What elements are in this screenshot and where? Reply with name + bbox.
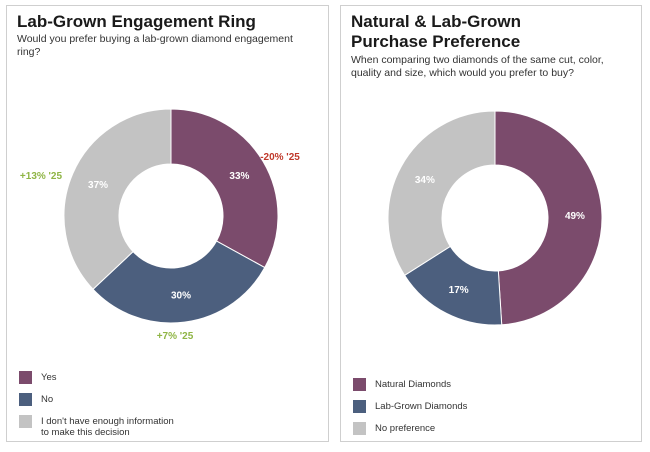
left-chart-title: Lab-Grown Engagement Ring: [17, 12, 256, 31]
left-donut-chart: 33% 30% 37% -20% '25 +7% '25 +13% '25: [20, 108, 300, 342]
legend-label-no-preference: No preference: [375, 423, 436, 434]
legend-label-not-enough-info: I don't have enough information to make …: [41, 416, 241, 438]
right-slice-label-2: 34%: [415, 175, 435, 186]
right-slice-label-0: 49%: [565, 211, 585, 222]
left-chart-subtitle: Would you prefer buying a lab-grown diam…: [17, 33, 293, 58]
legend-swatch-lab-grown: [353, 400, 366, 413]
right-slice-2: [387, 110, 496, 277]
right-chart-subtitle: When comparing two diamonds of the same …: [351, 54, 604, 79]
left-change-label-0: -20% '25: [260, 152, 300, 163]
legend-label-not-enough-info-line2: to make this decision: [41, 427, 130, 438]
legend-label-no: No: [41, 394, 54, 405]
legend-label-natural: Natural Diamonds: [375, 379, 452, 390]
legend-swatch-no: [19, 393, 32, 406]
left-chart-panel: Lab-Grown Engagement Ring Would you pref…: [6, 5, 329, 442]
legend-swatch-natural: [353, 378, 366, 391]
legend-swatch-yes: [19, 371, 32, 384]
right-chart-title-line1: Natural & Lab-Grown: [351, 12, 522, 31]
left-slice-2: [63, 108, 172, 290]
right-slice-0: [494, 110, 603, 326]
left-change-label-2: +13% '25: [20, 171, 63, 182]
left-slice-label-2: 37%: [88, 180, 108, 191]
right-chart-title: Natural & Lab-Grown Purchase Preference: [351, 12, 551, 52]
right-donut-chart: 49% 17% 34%: [387, 110, 603, 326]
legend-label-not-enough-info-line1: I don't have enough information: [41, 416, 174, 427]
right-slice-label-1: 17%: [449, 285, 469, 296]
left-slice-label-0: 33%: [229, 171, 249, 182]
legend-swatch-no-preference: [353, 422, 366, 435]
legend-label-yes: Yes: [41, 372, 57, 383]
right-chart-panel: Natural & Lab-Grown Purchase Preference …: [340, 5, 642, 442]
left-slice-0: [170, 108, 279, 269]
legend-swatch-not-enough-info: [19, 415, 32, 428]
left-slice-label-1: 30%: [171, 290, 191, 301]
left-slice-1: [92, 240, 266, 324]
left-change-label-1: +7% '25: [157, 331, 194, 342]
legend-label-lab-grown: Lab-Grown Diamonds: [375, 401, 468, 412]
right-chart-title-line2: Purchase Preference: [351, 32, 521, 51]
